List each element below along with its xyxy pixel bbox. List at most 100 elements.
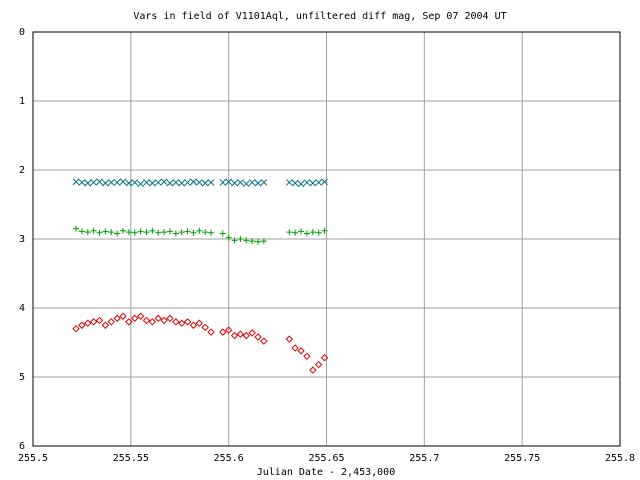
data-point: [183, 318, 192, 326]
data-point: [166, 228, 173, 235]
data-point: [154, 179, 162, 186]
data-point: [231, 179, 238, 187]
data-point: [260, 238, 267, 245]
data-point: [225, 234, 232, 241]
data-point: [178, 229, 185, 236]
data-point: [137, 228, 144, 235]
data-point: [177, 319, 186, 327]
x-tick-label: 255.55: [113, 453, 149, 464]
data-point: [78, 321, 86, 329]
data-point: [172, 318, 180, 326]
x-tick-label: 255.65: [308, 453, 344, 464]
data-point: [303, 230, 310, 237]
data-point: [201, 179, 209, 187]
x-tick-label: 255.6: [214, 453, 244, 464]
data-point: [143, 179, 150, 186]
chart-title: Vars in field of V1101Aql, unfiltered di…: [133, 11, 506, 22]
data-point: [237, 179, 244, 186]
data-point: [114, 230, 121, 237]
data-point: [107, 318, 115, 326]
data-point: [189, 321, 198, 329]
data-point: [178, 179, 186, 187]
x-tick-label: 255.5: [18, 453, 48, 464]
data-point: [303, 179, 311, 186]
data-point: [242, 331, 250, 340]
data-point: [225, 178, 233, 186]
data-point: [102, 179, 109, 187]
data-point: [131, 179, 139, 186]
data-point: [160, 178, 168, 186]
data-point: [201, 323, 209, 332]
x-axis-label: Julian Date - 2,453,000: [257, 467, 395, 478]
data-point: [172, 179, 180, 186]
data-point: [291, 179, 299, 187]
data-point: [207, 328, 215, 336]
data-point: [125, 318, 133, 326]
data-point: [84, 179, 92, 187]
data-point: [143, 229, 150, 236]
data-point: [254, 333, 262, 341]
data-point: [73, 225, 80, 232]
data-point: [195, 179, 203, 186]
data-point: [136, 312, 145, 320]
data-point: [242, 180, 250, 188]
data-point: [207, 179, 215, 186]
data-point: [260, 179, 268, 186]
data-point: [113, 179, 121, 186]
data-point: [96, 229, 103, 236]
data-point: [90, 227, 97, 234]
data-point: [190, 178, 197, 186]
data-point: [202, 229, 209, 236]
data-point: [148, 318, 157, 326]
data-point: [303, 352, 311, 361]
data-point: [102, 228, 109, 235]
data-point: [236, 330, 245, 338]
data-point: [297, 180, 305, 188]
y-tick-label: 6: [19, 441, 25, 452]
data-point: [285, 335, 294, 343]
data-point: [160, 316, 168, 325]
data-point: [161, 229, 168, 236]
plot-frame: [32, 31, 621, 447]
data-point: [119, 178, 127, 186]
data-point: [125, 179, 133, 187]
x-tick-label: 255.75: [504, 453, 540, 464]
data-point: [249, 238, 256, 245]
data-point: [219, 179, 227, 186]
data-point: [120, 227, 127, 234]
data-point: [190, 229, 197, 236]
data-point: [172, 230, 179, 237]
data-point: [166, 314, 174, 323]
data-point: [195, 319, 204, 327]
data-point: [297, 347, 305, 355]
data-point: [90, 179, 98, 186]
data-point: [72, 324, 80, 333]
data-point: [286, 229, 293, 236]
data-point: [260, 337, 268, 345]
data-point: [125, 229, 132, 236]
data-point: [243, 237, 250, 244]
data-point: [131, 229, 138, 236]
data-point: [321, 227, 328, 234]
data-point: [107, 179, 115, 186]
data-point: [78, 179, 86, 186]
data-point: [149, 179, 156, 187]
data-point: [224, 326, 233, 334]
data-point: [96, 178, 103, 186]
data-point: [154, 314, 162, 323]
data-point: [108, 229, 115, 236]
data-point: [166, 179, 174, 187]
y-tick-label: 2: [19, 165, 25, 176]
data-point: [196, 227, 203, 234]
data-point: [292, 229, 299, 236]
data-point: [237, 236, 244, 242]
data-point: [137, 180, 144, 188]
data-point: [219, 328, 227, 336]
data-point: [291, 344, 299, 352]
data-point: [255, 238, 262, 245]
data-point: [309, 179, 317, 187]
data-point: [219, 230, 226, 237]
data-point: [309, 229, 316, 236]
data-point: [84, 229, 91, 236]
